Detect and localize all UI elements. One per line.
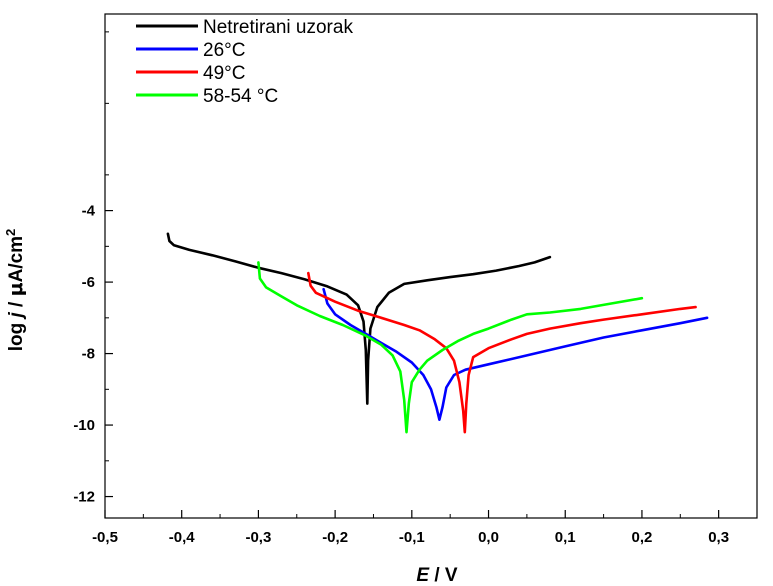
legend-label-1: 26°C — [203, 40, 245, 61]
x-tick-label: -0,2 — [322, 529, 348, 546]
legend-label-0: Netretirani uzorak — [203, 17, 353, 38]
x-tick-label: -0,1 — [399, 529, 425, 546]
x-tick-label: -0,3 — [245, 529, 271, 546]
x-tick-label: 0,1 — [555, 529, 576, 546]
legend-label-2: 49°C — [203, 63, 245, 84]
y-tick-label: -8 — [82, 346, 95, 363]
y-tick-label: -4 — [82, 203, 96, 220]
plot-frame — [104, 13, 758, 519]
y-tick-label: -6 — [82, 274, 95, 291]
y-axis-title: log j / μA/cm2 — [3, 229, 27, 352]
y-axis-ticks: -12 -10 -8 -6 -4 — [73, 31, 113, 506]
series-layer — [166, 232, 709, 434]
y-tick-label: -12 — [73, 489, 95, 506]
x-axis-ticks: -0,5 -0,4 -0,3 -0,2 -0,1 0,0 0,1 0,2 0,3 — [92, 510, 729, 546]
x-tick-label: 0,2 — [632, 529, 653, 546]
x-tick-label: 0,3 — [708, 529, 729, 546]
x-tick-label: -0,5 — [92, 529, 118, 546]
series-line-0 — [166, 232, 552, 405]
series-line-1 — [322, 287, 709, 421]
legend-label-3: 58-54 °C — [203, 86, 278, 107]
series-line-3 — [257, 261, 644, 434]
x-tick-label: -0,4 — [169, 529, 196, 546]
y-tick-label: -10 — [73, 417, 95, 434]
x-axis-title: E / V — [416, 565, 458, 586]
x-tick-label: 0,0 — [478, 529, 499, 546]
series-line-2 — [307, 271, 697, 434]
